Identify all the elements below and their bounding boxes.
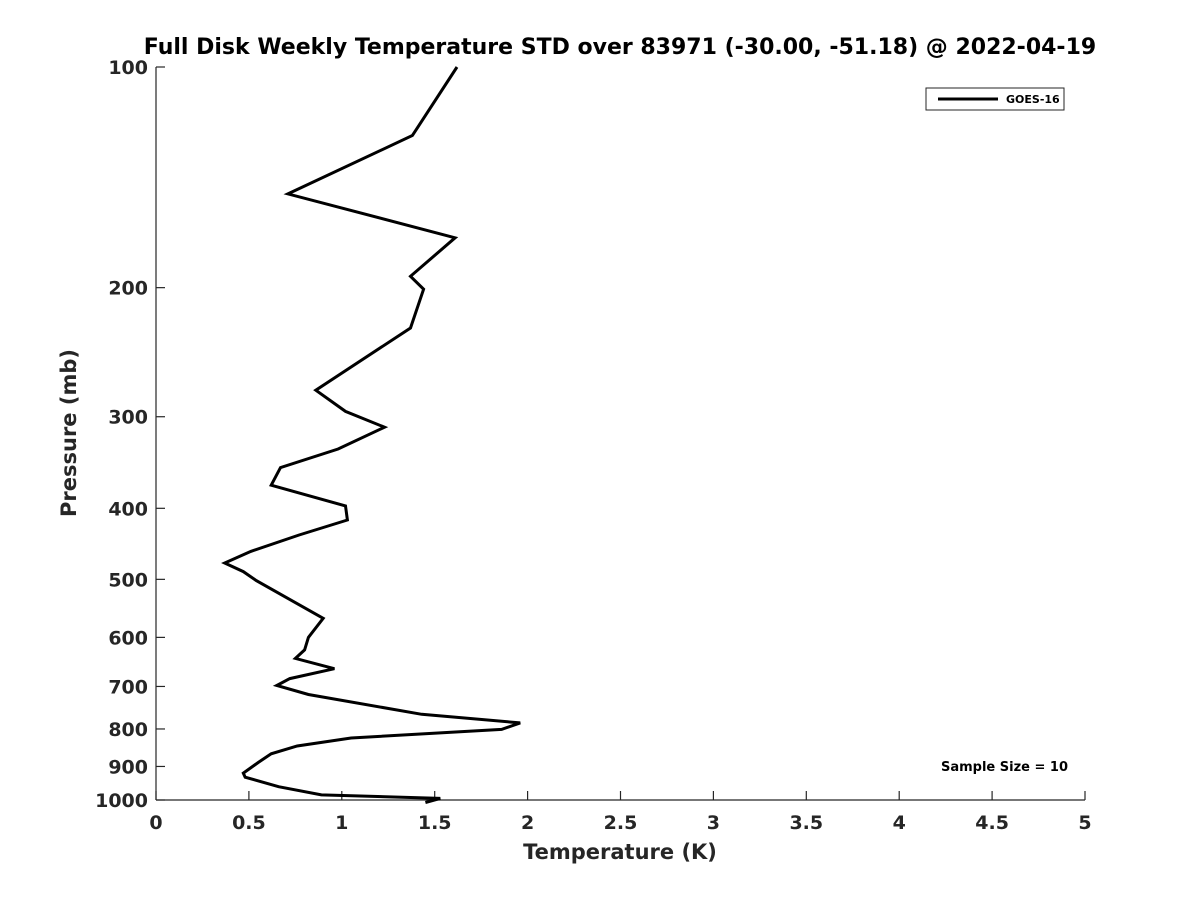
x-tick-label: 2: [521, 812, 534, 834]
legend: GOES-16: [925, 87, 1065, 111]
legend-label-goes-16: GOES-16: [1006, 93, 1060, 106]
y-tick-label: 400: [108, 498, 148, 520]
sample-size-annotation: Sample Size = 10: [941, 760, 1068, 775]
x-tick-label: 4.5: [975, 812, 1009, 834]
y-tick-label: 1000: [95, 790, 148, 812]
x-axis-label: Temperature (K): [523, 840, 717, 864]
y-tick-label: 100: [108, 57, 148, 79]
y-tick-label: 800: [108, 719, 148, 741]
y-tick-label: 900: [108, 756, 148, 778]
x-axis-ticks: 0 0.5 1 1.5 2 2.5 3 3.5 4 4.5 5: [149, 791, 1092, 834]
x-tick-label: 2.5: [604, 812, 638, 834]
y-tick-label: 600: [108, 627, 148, 649]
x-tick-label: 3: [707, 812, 720, 834]
y-tick-label: 300: [108, 407, 148, 429]
x-tick-label: 1.5: [418, 812, 452, 834]
x-tick-label: 0.5: [232, 812, 266, 834]
x-tick-label: 5: [1078, 812, 1091, 834]
y-tick-label: 500: [108, 569, 148, 591]
chart-title: Full Disk Weekly Temperature STD over 83…: [144, 35, 1096, 60]
x-tick-label: 1: [335, 812, 348, 834]
x-tick-label: 0: [149, 812, 162, 834]
series-group: [221, 66, 521, 804]
y-axis-ticks: 100 200 300 400 500 600 700 800 900 1000: [95, 57, 165, 812]
series-line-goes-16: [221, 66, 521, 804]
y-tick-label: 200: [108, 278, 148, 300]
x-tick-label: 3.5: [789, 812, 823, 834]
x-tick-label: 4: [893, 812, 906, 834]
y-axis-label: Pressure (mb): [57, 349, 81, 517]
y-tick-label: 700: [108, 676, 148, 698]
